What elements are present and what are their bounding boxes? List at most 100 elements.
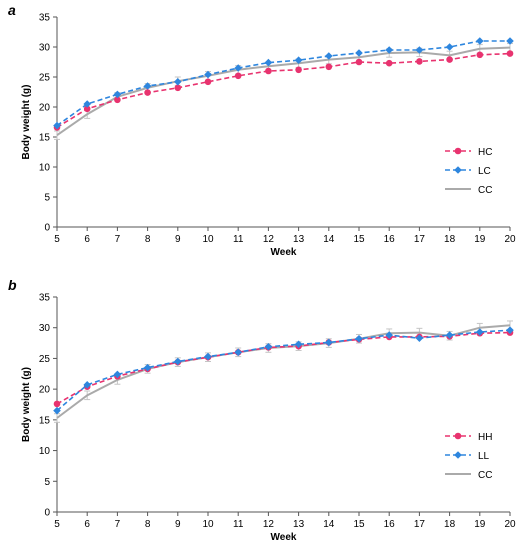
data-point-hc bbox=[114, 96, 121, 104]
y-tick-label: 5 bbox=[44, 477, 50, 488]
x-tick-label: 5 bbox=[54, 234, 60, 245]
y-tick-label: 25 bbox=[39, 354, 51, 365]
data-point-lc bbox=[385, 46, 393, 54]
series-line-lc bbox=[56, 40, 510, 127]
x-tick-label: 8 bbox=[145, 234, 151, 245]
data-point-lc bbox=[476, 37, 484, 45]
x-tick-label: 19 bbox=[474, 519, 486, 530]
data-point-hh bbox=[53, 400, 61, 408]
y-tick-label: 15 bbox=[39, 133, 51, 144]
data-point-ll bbox=[355, 334, 363, 343]
y-tick-label: 0 bbox=[44, 508, 50, 519]
legend-marker-lc bbox=[454, 166, 462, 174]
panel-label-a: a bbox=[8, 2, 16, 18]
data-point-hc bbox=[385, 59, 393, 67]
chart-panel-b: b 0 5 10 15 20 25 30 35 5 6 7 8 9 10 11 12 13 14 15 16 17 18 1… bbox=[0, 275, 520, 550]
y-tick-label: 0 bbox=[44, 223, 50, 234]
series-line-hc bbox=[56, 52, 511, 129]
data-point-ll bbox=[234, 348, 242, 357]
series-line-cc bbox=[56, 46, 511, 137]
y-tick-label: 35 bbox=[39, 13, 51, 24]
y-axis-label: Body weight (g) bbox=[21, 367, 32, 442]
data-point-lc bbox=[113, 90, 122, 99]
data-point-hc bbox=[476, 51, 484, 59]
x-tick-label: 14 bbox=[323, 519, 335, 530]
x-tick-label: 7 bbox=[115, 519, 121, 530]
data-point-lc bbox=[174, 78, 182, 86]
data-point-ll bbox=[174, 357, 182, 366]
x-tick-label: 11 bbox=[233, 519, 244, 530]
x-tick-label: 17 bbox=[414, 234, 426, 245]
legend-label-ll: LL bbox=[478, 451, 490, 462]
y-tick-label: 5 bbox=[44, 193, 50, 204]
x-tick-label: 15 bbox=[353, 519, 365, 530]
data-point-ll bbox=[476, 328, 484, 336]
data-point-hc bbox=[295, 66, 302, 74]
x-tick-label: 19 bbox=[474, 234, 486, 245]
data-point-lc bbox=[234, 64, 242, 72]
x-tick-label: 10 bbox=[202, 234, 214, 245]
data-point-lc bbox=[445, 43, 454, 51]
x-tick-label: 6 bbox=[84, 519, 90, 530]
x-tick-label: 9 bbox=[175, 234, 181, 245]
x-axis-label: Week bbox=[271, 532, 297, 543]
data-point-ll bbox=[53, 406, 61, 415]
legend-marker-ll bbox=[454, 451, 462, 459]
x-axis-label: Week bbox=[271, 247, 297, 258]
legend-label-lc: LC bbox=[478, 166, 491, 177]
x-tick-label: 17 bbox=[414, 519, 426, 530]
data-point-hc bbox=[174, 84, 182, 92]
legend-label-cc: CC bbox=[478, 185, 492, 196]
data-point-hc bbox=[355, 58, 363, 66]
x-tick-label: 18 bbox=[444, 234, 456, 245]
y-tick-label: 30 bbox=[39, 323, 51, 334]
legend-label-cc: CC bbox=[478, 470, 492, 481]
x-tick-label: 11 bbox=[233, 234, 244, 245]
x-tick-label: 18 bbox=[444, 519, 456, 530]
data-point-lc bbox=[415, 46, 424, 54]
data-point-hc bbox=[234, 72, 242, 80]
data-point-lc bbox=[83, 100, 91, 108]
data-point-hc bbox=[446, 56, 453, 63]
y-tick-label: 30 bbox=[39, 43, 51, 54]
x-tick-label: 8 bbox=[145, 519, 151, 530]
y-tick-label: 15 bbox=[39, 415, 51, 426]
legend-marker-hc bbox=[454, 147, 462, 155]
data-point-hc bbox=[83, 105, 91, 113]
x-tick-label: 5 bbox=[54, 519, 60, 530]
x-tick-label: 13 bbox=[293, 234, 305, 245]
data-point-ll bbox=[325, 338, 333, 347]
data-point-ll bbox=[204, 352, 212, 361]
y-tick-label: 20 bbox=[39, 385, 51, 396]
data-point-lc bbox=[294, 56, 303, 64]
chart-panel-a: a 0 5 10 15 20 25 30 35 5 6 7 8 9 10 11 12 13 14 15 16 17 18 1… bbox=[8, 2, 516, 259]
legend-label-hh: HH bbox=[478, 432, 492, 443]
data-point-lc bbox=[204, 70, 212, 79]
y-tick-label: 10 bbox=[39, 446, 51, 457]
x-tick-label: 15 bbox=[353, 234, 365, 245]
data-point-hc bbox=[416, 58, 423, 65]
legend-marker-hh bbox=[454, 432, 462, 440]
data-point-hc bbox=[506, 50, 514, 57]
data-point-lc bbox=[143, 82, 152, 90]
data-point-ll bbox=[113, 370, 122, 379]
x-tick-label: 12 bbox=[263, 234, 275, 245]
x-tick-label: 12 bbox=[263, 519, 275, 530]
data-point-hc bbox=[325, 63, 333, 71]
y-axis-label: Body weight (g) bbox=[21, 85, 32, 160]
x-tick-label: 20 bbox=[504, 519, 516, 530]
series-line-hh bbox=[56, 331, 511, 405]
y-tick-label: 35 bbox=[39, 293, 51, 304]
x-tick-label: 16 bbox=[384, 234, 396, 245]
x-tick-label: 16 bbox=[384, 519, 396, 530]
series-line-ll bbox=[56, 329, 511, 412]
x-tick-label: 6 bbox=[84, 234, 90, 245]
data-point-lc bbox=[53, 121, 61, 130]
x-tick-label: 7 bbox=[115, 234, 121, 245]
y-tick-label: 20 bbox=[39, 103, 51, 114]
series-line-cc bbox=[56, 324, 511, 419]
panel-label-b: b bbox=[8, 277, 17, 293]
x-tick-label: 9 bbox=[175, 519, 181, 530]
data-point-hc bbox=[204, 78, 212, 86]
